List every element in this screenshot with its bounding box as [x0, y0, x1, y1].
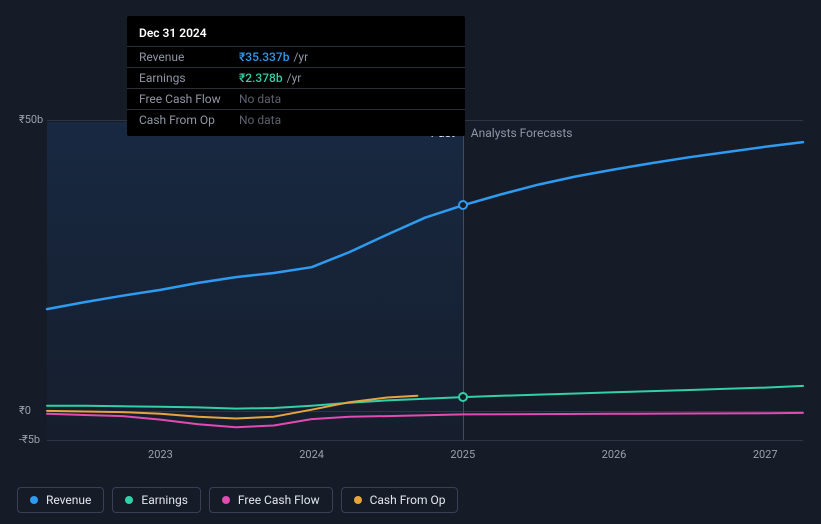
- legend-dot-icon: [30, 496, 38, 504]
- tooltip-row-unit: /yr: [287, 71, 302, 85]
- series-line: [47, 142, 803, 309]
- legend-item[interactable]: Revenue: [17, 487, 104, 513]
- x-tick-label: 2027: [753, 448, 778, 461]
- legend-item[interactable]: Cash From Op: [341, 487, 459, 513]
- tooltip-row: Free Cash FlowNo data: [127, 88, 465, 109]
- x-tick-label: 2025: [450, 448, 475, 461]
- chart-plot-area: Past Analysts Forecasts: [47, 120, 803, 440]
- legend-item[interactable]: Free Cash Flow: [209, 487, 333, 513]
- tooltip-row-value: ₹2.378b: [239, 71, 283, 85]
- tooltip-row-label: Earnings: [139, 71, 239, 85]
- tooltip-row-label: Revenue: [139, 50, 239, 64]
- y-tick-label: -₹5b: [19, 433, 40, 446]
- legend-label: Free Cash Flow: [238, 493, 320, 507]
- financials-chart[interactable]: ₹50b₹0-₹5b Past Analysts Forecasts 20232…: [17, 120, 803, 470]
- tooltip-row: Cash From OpNo data: [127, 109, 465, 130]
- legend: Revenue Earnings Free Cash Flow Cash From O…: [17, 487, 458, 513]
- x-tick-label: 2023: [148, 448, 173, 461]
- x-tick-label: 2026: [602, 448, 627, 461]
- legend-label: Earnings: [141, 493, 188, 507]
- y-tick-label: ₹0: [19, 404, 31, 417]
- tooltip-row-label: Cash From Op: [139, 113, 239, 127]
- series-line: [47, 413, 803, 427]
- tooltip-row-label: Free Cash Flow: [139, 92, 239, 106]
- tooltip-row-unit: /yr: [293, 50, 308, 64]
- tooltip-row: Revenue₹35.337b/yr: [127, 46, 465, 67]
- hover-tooltip: Dec 31 2024 Revenue₹35.337b/yrEarnings₹2…: [127, 16, 465, 136]
- hover-marker: [458, 392, 468, 402]
- x-tick-label: 2024: [299, 448, 324, 461]
- tooltip-row-nodata: No data: [239, 113, 281, 127]
- legend-item[interactable]: Earnings: [112, 487, 201, 513]
- tooltip-date: Dec 31 2024: [127, 22, 465, 46]
- tooltip-row: Earnings₹2.378b/yr: [127, 67, 465, 88]
- tooltip-row-nodata: No data: [239, 92, 281, 106]
- legend-label: Cash From Op: [370, 493, 446, 507]
- tooltip-row-value: ₹35.337b: [239, 50, 289, 64]
- legend-label: Revenue: [46, 493, 91, 507]
- y-gridline: [47, 440, 803, 441]
- legend-dot-icon: [125, 496, 133, 504]
- legend-dot-icon: [354, 496, 362, 504]
- y-tick-label: ₹50b: [19, 113, 43, 126]
- series-line: [47, 386, 803, 409]
- hover-marker: [458, 200, 468, 210]
- series-lines: [47, 120, 803, 440]
- legend-dot-icon: [222, 496, 230, 504]
- tooltip-rows: Revenue₹35.337b/yrEarnings₹2.378b/yrFree…: [127, 46, 465, 130]
